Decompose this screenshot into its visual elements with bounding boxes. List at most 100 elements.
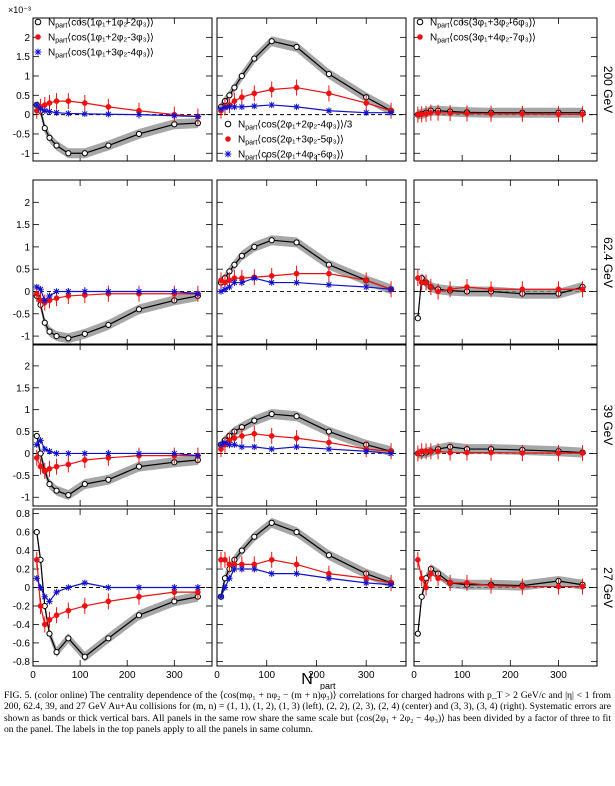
data-point [231,98,238,104]
caption-text: (color online) The centrality dependence… [4,690,611,736]
data-point [325,552,333,559]
legend-expression: ⟨cos(2φ₁+2φ₂-4φ₃)⟩/3 [257,120,352,131]
panel-frame [216,179,407,346]
data-point [46,465,53,472]
data-point [293,103,300,111]
data-point [46,448,53,455]
data-point [238,279,246,286]
data-point [194,452,202,459]
legend-subscript: part [437,23,449,30]
panel-0-2 [413,17,598,162]
data-point [37,437,44,444]
data-point [268,86,275,93]
data-point [326,270,332,277]
data-point [105,321,112,329]
data-point [325,107,333,114]
data-point [519,583,526,590]
legend-marker [416,18,424,26]
data-point [293,570,300,577]
data-point [135,306,143,313]
data-point [65,98,72,104]
data-point [447,286,453,293]
data-point [46,100,53,106]
data-point [447,110,453,116]
data-point [135,130,143,138]
data-point [423,448,429,455]
data-point [418,593,425,600]
data-point [238,252,245,259]
panel-frame [32,179,213,346]
data-point [293,43,300,51]
panel-0-1 [216,17,407,162]
y-tick-label: -0.8 [13,657,31,668]
legend-marker [224,150,232,158]
data-point [325,428,333,435]
data-point [105,288,112,295]
caption-label: FIG. 5. [4,690,32,701]
data-point [488,449,494,456]
y-tick-label: -0.4 [13,620,31,631]
x-tick-label: 200 [308,670,325,681]
data-point [387,581,395,588]
data-point [41,297,48,304]
energy-label: 27 GeV [601,567,615,608]
data-point [268,273,275,279]
data-point [171,450,178,457]
legend-expression: ⟨cos(2φ₁+3φ₂-5φ₃)⟩ [257,135,344,146]
data-point [53,109,60,116]
data-point [231,565,238,573]
data-point [53,288,60,295]
data-point [268,433,275,439]
panel-frame [216,343,407,507]
data-point [41,445,48,453]
data-point [65,584,72,591]
data-point [217,288,225,295]
x-tick-label: 200 [502,670,519,681]
data-point [464,580,470,586]
y-tick-label: 0 [24,287,30,298]
data-point [293,84,300,91]
data-point [363,283,370,291]
data-point [135,612,143,619]
legend-expression: ⟨cos(3φ₁+3φ₂-6φ₃)⟩ [449,18,536,29]
legend-subscript: part [245,155,257,162]
data-point [221,584,229,591]
data-point [171,288,178,295]
data-point [428,448,434,455]
legend-entry: Npart⟨cos(2φ₁+3φ₂-5φ₃)⟩ [238,135,344,147]
data-point [33,283,40,291]
data-point [53,487,60,494]
y-tick-label: -0.5 [13,309,31,320]
data-point [53,295,60,302]
data-point [135,463,143,470]
data-point [464,449,470,456]
x-axis-label-subscript: part [320,681,336,690]
data-point [194,113,202,120]
data-point [171,584,178,591]
data-point [105,584,112,591]
data-point [135,111,143,118]
data-point [231,103,238,111]
legend-expression: ⟨cos(2φ₁+4φ₂-6φ₃)⟩ [257,150,344,161]
data-point [238,547,245,554]
data-point [251,243,258,250]
data-point [105,598,112,605]
data-point [41,621,48,628]
data-point [268,38,275,45]
y-tick-label: 2 [24,33,30,44]
y-tick-label: -1 [21,332,30,343]
data-point [414,630,421,637]
y-tick-label: 0 [24,110,30,121]
data-point [105,142,112,149]
data-point [325,445,333,453]
x-tick-label: 200 [119,670,136,681]
panel-2-0: -1 -0.5 0 0.5 1 1.5 2 [13,343,213,507]
data-point [251,533,258,540]
data-point [53,588,60,596]
data-point [293,435,300,441]
legend-2: Npart⟨cos(3φ₁+3φ₂-6φ₃)⟩Npart⟨cos(3φ₁+4φ₂… [416,18,536,45]
data-point [46,630,53,637]
legend-entry: Npart⟨cos(2φ₁+4φ₂-6φ₃)⟩ [238,150,344,162]
data-point [37,463,44,470]
data-point [435,448,441,455]
